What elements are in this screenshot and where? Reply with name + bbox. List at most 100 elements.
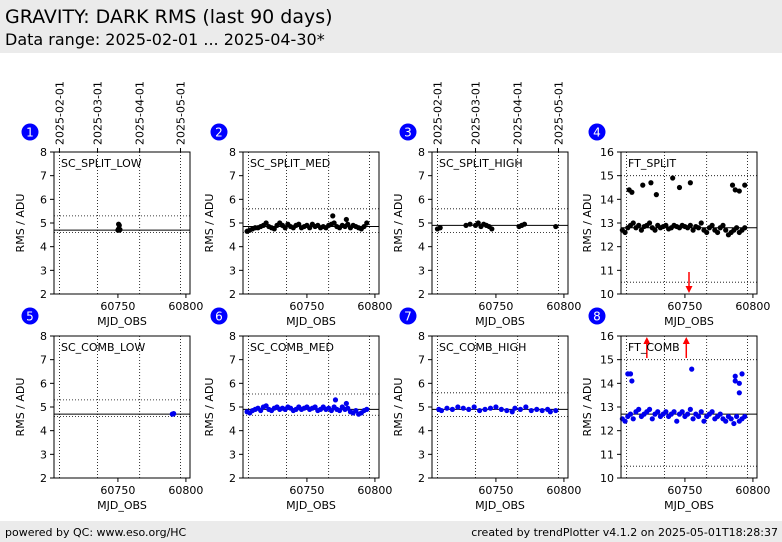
y-tick-label: 3 <box>418 264 425 277</box>
data-point <box>695 413 702 420</box>
plot-frame <box>53 151 191 295</box>
page-subtitle: Data range: 2025-02-01 ... 2025-04-30* <box>5 30 325 49</box>
x-axis-label: MJD_OBS <box>664 315 714 328</box>
y-tick-label: 3 <box>40 448 47 461</box>
y-axis-label: RMS / ADU <box>14 378 27 437</box>
x-tick-label: 60750 <box>478 484 513 497</box>
data-point <box>271 226 277 232</box>
data-point <box>528 407 534 414</box>
plot-frame <box>620 335 758 479</box>
data-point <box>728 416 734 422</box>
data-point <box>685 411 691 417</box>
y-tick-label: 2 <box>40 288 47 301</box>
data-point <box>498 406 504 412</box>
y-tick-label: 6 <box>418 193 425 206</box>
page-title: GRAVITY: DARK RMS (last 90 days) <box>5 6 333 28</box>
data-point <box>539 407 545 414</box>
x-tick-label: 60750 <box>100 484 135 497</box>
data-point <box>345 221 351 227</box>
y-tick-label: 11 <box>600 264 614 277</box>
data-point <box>636 222 642 228</box>
y-axis-label: RMS / ADU <box>203 194 216 253</box>
y-tick-label: 4 <box>418 425 425 438</box>
panel-sc-comb-low: 2 3 4 5 6 7 8 60750 60800 MJD_OBS RMS / ADU SC_COMB… <box>14 307 203 512</box>
panel-label: SC_SPLIT_LOW <box>61 157 142 170</box>
date-tick-label: 2025-03-01 <box>92 81 105 145</box>
x-tick-label: 60750 <box>667 484 702 497</box>
date-tick-label: 2025-04-01 <box>134 81 147 145</box>
y-tick-label: 15 <box>600 354 614 367</box>
y-tick-label: 7 <box>229 170 236 183</box>
y-tick-label: 3 <box>40 264 47 277</box>
x-axis-label: MJD_OBS <box>475 315 525 328</box>
x-tick-label: 60800 <box>357 484 392 497</box>
y-tick-label: 5 <box>418 401 425 414</box>
y-axis-label: RMS / ADU <box>581 378 594 437</box>
data-point <box>455 404 461 410</box>
date-tick-label: 2025-04-01 <box>512 81 525 145</box>
y-tick-label: 11 <box>600 448 614 461</box>
footer-powered-by: powered by QC: www.eso.org/HC <box>5 526 187 539</box>
data-point <box>343 400 349 407</box>
y-tick-label: 16 <box>600 330 614 343</box>
y-tick-label: 7 <box>229 354 236 367</box>
data-point <box>622 229 628 236</box>
panel-badge <box>399 307 417 325</box>
data-point <box>734 225 740 231</box>
data-point <box>553 407 559 414</box>
panel-badge-number: 2 <box>215 126 223 140</box>
data-point <box>331 220 337 226</box>
data-point <box>263 220 269 226</box>
data-point <box>627 411 634 417</box>
y-tick-label: 8 <box>229 330 236 343</box>
date-tick-label: 2025-02-01 <box>431 81 444 145</box>
y-tick-label: 12 <box>600 425 614 438</box>
data-point <box>729 182 736 188</box>
panel-badge-number: 8 <box>593 310 601 324</box>
data-point <box>328 407 334 414</box>
y-tick-label: 8 <box>418 146 425 159</box>
x-tick-label: 60750 <box>289 300 324 313</box>
x-axis-label: MJD_OBS <box>97 315 147 328</box>
panel-badge <box>210 307 228 325</box>
panel-badge-number: 7 <box>404 310 412 324</box>
data-point <box>704 229 710 236</box>
y-tick-label: 2 <box>418 288 425 301</box>
data-point <box>695 225 702 231</box>
data-point <box>345 405 351 411</box>
panel-badge-number: 5 <box>26 310 34 324</box>
y-tick-label: 6 <box>40 193 47 206</box>
y-tick-label: 6 <box>229 377 236 390</box>
y-tick-label: 4 <box>40 425 47 438</box>
data-point <box>336 407 343 414</box>
panel-ft-comb: 10 11 12 13 14 15 16 60750 60800 MJD_OBS RMS / ADU… <box>581 307 770 512</box>
y-axis-label: RMS / ADU <box>203 378 216 437</box>
y-tick-label: 2 <box>418 472 425 485</box>
y-tick-label: 12 <box>600 241 614 254</box>
data-point <box>690 416 696 422</box>
outlier-arrowhead-low <box>685 286 693 293</box>
trend-plot-grid: 2 3 4 5 6 7 8 60750 60800 MJD_OBS RMS / ADU SC_SPLI… <box>14 81 770 512</box>
data-point <box>640 182 646 188</box>
data-point <box>517 406 524 412</box>
data-point <box>670 175 676 181</box>
y-axis-label: RMS / ADU <box>581 194 594 253</box>
x-tick-label: 60800 <box>546 484 581 497</box>
data-point <box>732 187 738 193</box>
data-point <box>687 406 693 412</box>
data-point <box>649 416 655 422</box>
data-point <box>282 225 288 231</box>
panel-badge-number: 4 <box>593 126 601 140</box>
y-tick-label: 14 <box>600 193 614 206</box>
panel-badge <box>588 307 606 325</box>
panel-label: SC_COMB_LOW <box>61 341 145 354</box>
data-point <box>732 378 738 384</box>
data-point <box>296 221 302 227</box>
data-point <box>690 227 696 233</box>
y-tick-label: 5 <box>40 217 47 230</box>
panel-label: SC_COMB_MED <box>250 341 334 354</box>
y-tick-label: 6 <box>229 193 236 206</box>
data-point <box>646 220 653 226</box>
panel-badge-number: 6 <box>215 310 223 324</box>
y-tick-label: 3 <box>418 448 425 461</box>
